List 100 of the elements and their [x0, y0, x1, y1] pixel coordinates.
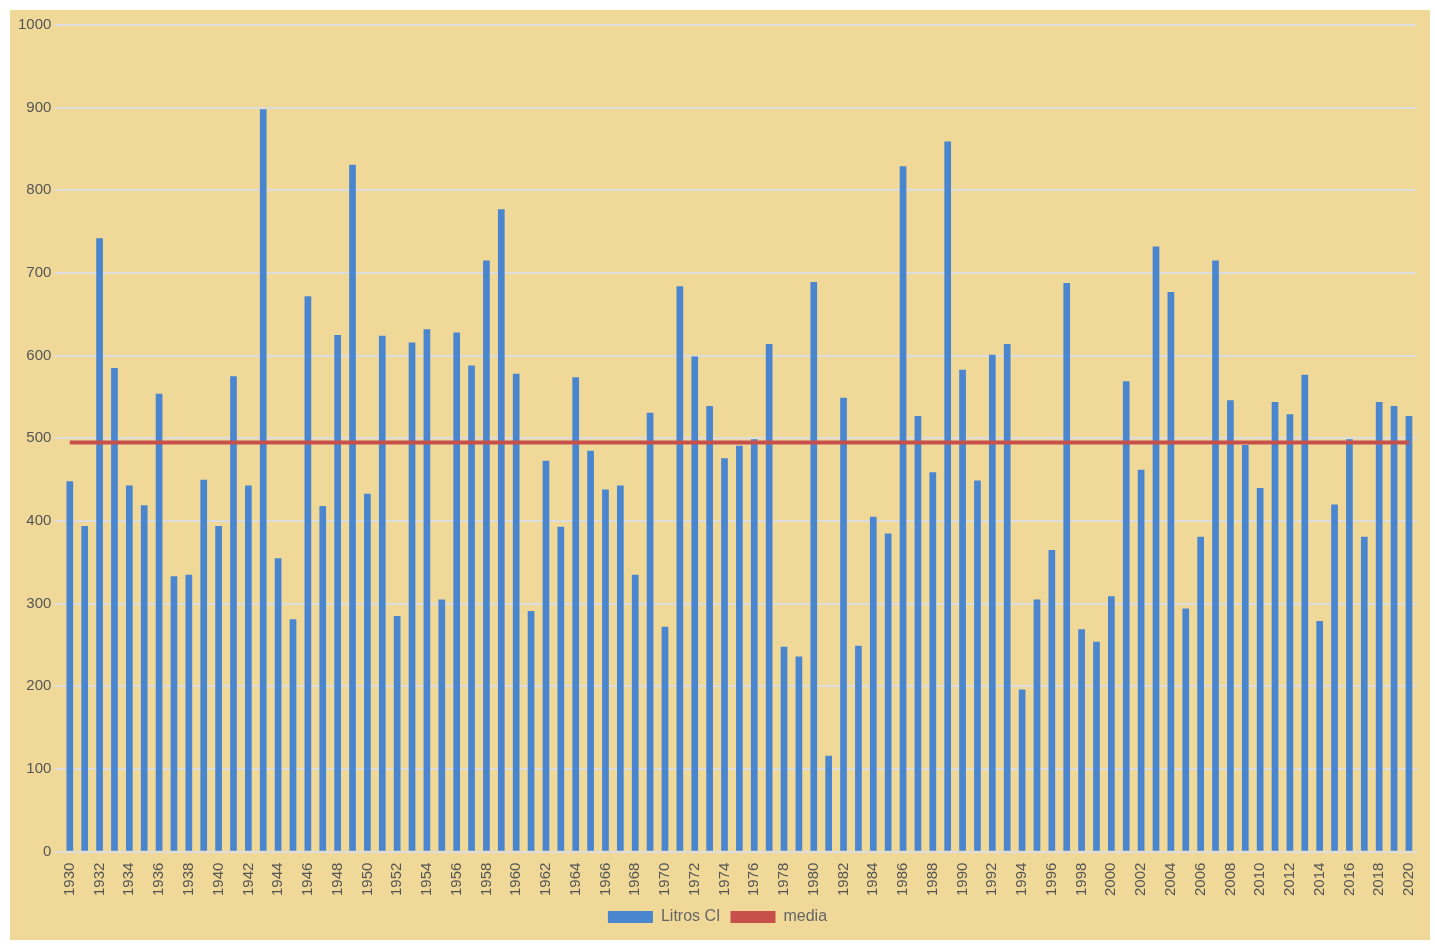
- bar: [274, 558, 282, 851]
- bar: [617, 485, 624, 851]
- x-tick-label: 1934: [119, 862, 137, 897]
- bar: [230, 376, 237, 851]
- x-tick-label: 1948: [327, 862, 345, 897]
- bar: [125, 485, 133, 851]
- x-tick-label: 1978: [774, 862, 792, 897]
- bar: [334, 334, 341, 851]
- x-tick-label: 1986: [893, 862, 911, 897]
- x-tick-label: 1958: [476, 862, 494, 897]
- bar: [319, 506, 327, 851]
- bar: [215, 525, 222, 851]
- x-tick-label: 1932: [89, 862, 107, 897]
- bar: [869, 516, 877, 851]
- bar: [557, 526, 565, 851]
- bar: [974, 480, 981, 851]
- x-tick-label: 1994: [1012, 862, 1030, 897]
- x-tick-label: 1952: [387, 862, 405, 897]
- bar: [736, 445, 743, 851]
- y-tick-label: 0: [43, 841, 52, 859]
- bar: [750, 439, 758, 851]
- bar: [691, 356, 699, 851]
- bar: [795, 656, 803, 851]
- bar: [1227, 400, 1234, 851]
- x-tick-label: 1962: [536, 862, 554, 897]
- bar: [364, 493, 371, 851]
- x-tick-label: 1950: [357, 862, 375, 897]
- x-tick-label: 1970: [655, 862, 673, 897]
- bar: [200, 479, 208, 851]
- bar: [66, 481, 74, 851]
- bar: [1182, 608, 1190, 851]
- bar: [810, 282, 818, 851]
- y-tick-label: 1000: [17, 15, 52, 33]
- bar: [1301, 374, 1309, 851]
- x-tick-label: 1992: [982, 862, 1000, 897]
- bar: [721, 458, 728, 851]
- bar: [1331, 504, 1338, 851]
- bar: [661, 626, 669, 851]
- bar: [1108, 596, 1115, 851]
- bar: [527, 611, 535, 851]
- bar: [929, 472, 937, 851]
- bar: [1241, 444, 1249, 851]
- x-tick-label: 1946: [298, 862, 316, 897]
- x-tick-label: 1968: [625, 862, 643, 897]
- bar: [1122, 381, 1130, 851]
- x-tick-label: 2016: [1339, 862, 1357, 897]
- bar: [1197, 536, 1204, 851]
- bar: [497, 209, 505, 851]
- x-tick-label: 1982: [833, 862, 851, 897]
- x-tick-label: 1956: [446, 862, 464, 897]
- bar: [1375, 401, 1383, 851]
- bar: [438, 599, 446, 851]
- bar: [1033, 599, 1041, 851]
- bar: [780, 646, 788, 851]
- bar: [1360, 536, 1368, 851]
- bar: [96, 238, 103, 851]
- y-tick-label: 500: [26, 428, 52, 446]
- y-tick-label: 800: [26, 180, 52, 198]
- x-tick-label: 2006: [1190, 862, 1208, 897]
- bar: [170, 576, 178, 851]
- x-tick-label: 2012: [1280, 862, 1298, 897]
- bar: [185, 574, 193, 851]
- x-tick-label: 1998: [1071, 862, 1089, 897]
- bar: [587, 450, 594, 851]
- bar: [602, 489, 609, 851]
- y-tick-label: 100: [26, 759, 52, 777]
- x-tick-label: 2020: [1399, 862, 1417, 897]
- y-tick-label: 600: [26, 345, 52, 363]
- bar: [1137, 469, 1145, 851]
- x-tick-label: 2010: [1250, 862, 1268, 897]
- x-tick-label: 2018: [1369, 862, 1387, 897]
- legend-label: Litros CI: [660, 907, 721, 925]
- bar: [349, 164, 356, 851]
- x-tick-label: 1996: [1041, 862, 1059, 897]
- bar: [245, 485, 252, 851]
- bar: [111, 368, 118, 851]
- bar: [468, 365, 475, 851]
- bar: [259, 109, 267, 851]
- x-tick-label: 1966: [595, 862, 613, 897]
- bar: [140, 505, 148, 851]
- x-tick-label: 2008: [1220, 862, 1238, 897]
- bar: [1003, 344, 1011, 851]
- legend-label: media: [783, 907, 828, 925]
- x-tick-label: 1944: [268, 862, 286, 897]
- x-tick-label: 2002: [1131, 862, 1149, 897]
- x-tick-label: 1984: [863, 862, 881, 897]
- y-tick-label: 300: [26, 593, 52, 611]
- x-tick-label: 1972: [684, 862, 702, 897]
- bar: [1078, 629, 1085, 851]
- x-tick-label: 1960: [506, 862, 524, 897]
- x-tick-label: 1938: [178, 862, 196, 897]
- bar: [706, 406, 713, 851]
- bar: [289, 619, 297, 851]
- bar: [512, 373, 520, 851]
- bar: [1346, 439, 1353, 851]
- bar: [944, 141, 952, 851]
- x-tick-label: 1974: [714, 862, 732, 897]
- x-tick-label: 1940: [208, 862, 226, 897]
- bar: [988, 354, 996, 851]
- x-tick-label: 1964: [565, 862, 583, 897]
